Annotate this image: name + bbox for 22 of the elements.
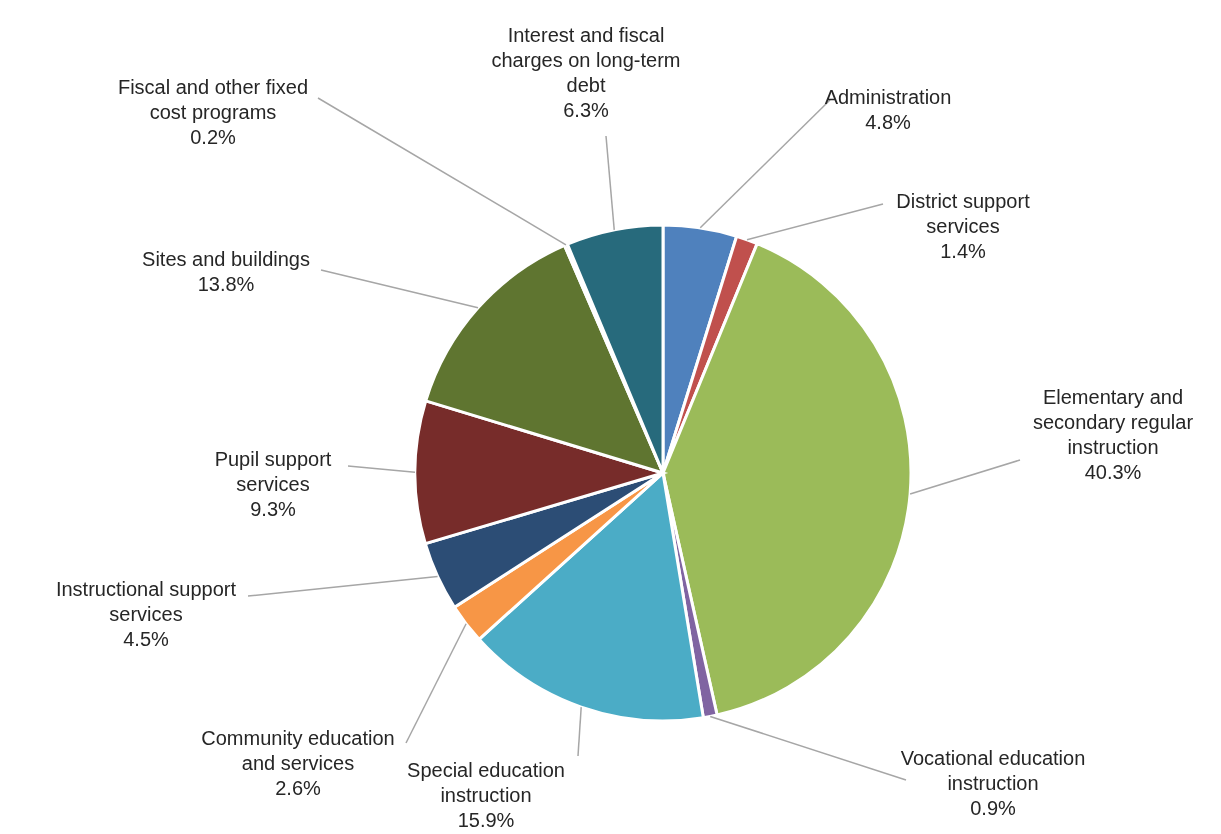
data-label: 0.2% <box>190 126 237 148</box>
slice-label: Interest and fiscal charges on long-term debt <box>491 24 681 96</box>
data-label: 13.8% <box>197 273 255 295</box>
data-label: 9.3% <box>250 498 297 520</box>
data-label: 6.3% <box>563 99 610 121</box>
data-label: 0.9% <box>970 797 1017 819</box>
data-label: 40.3% <box>1084 461 1142 483</box>
data-label: 1.4% <box>940 240 987 262</box>
slice-label: Administration <box>824 86 952 108</box>
slice-label: Special education instruction <box>407 759 565 806</box>
slice-label: Vocational education instruction <box>900 747 1086 794</box>
data-label: 15.9% <box>457 809 515 831</box>
slice-label: Community education and services <box>201 727 395 774</box>
slice-label: Pupil support services <box>214 448 332 495</box>
slice-label: Sites and buildings <box>142 248 310 270</box>
slice-label: Elementary and secondary regular instruction <box>1032 386 1194 458</box>
data-label: 4.5% <box>123 628 170 650</box>
data-label: 4.8% <box>865 111 912 133</box>
slice-label: Instructional support services <box>55 578 237 625</box>
slice-label: Fiscal and other fixed cost programs <box>117 76 309 123</box>
data-label: 2.6% <box>275 777 322 799</box>
slice-label: District support services <box>896 190 1031 237</box>
